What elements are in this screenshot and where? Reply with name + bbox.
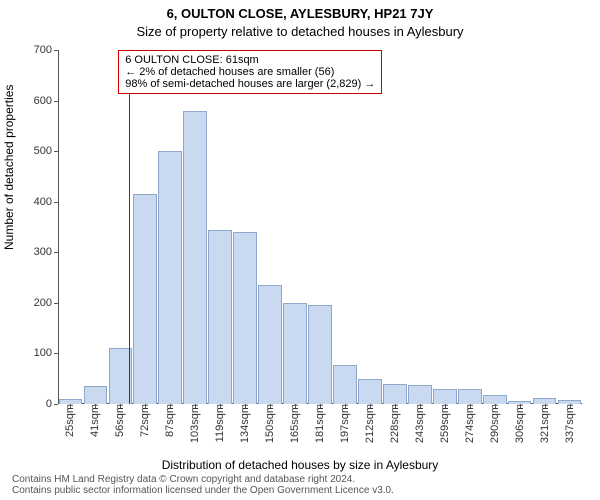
- x-tick-mark: [320, 404, 321, 408]
- caption-line: Contains HM Land Registry data © Crown c…: [12, 474, 588, 485]
- x-tick-label: 274sqm: [464, 404, 476, 443]
- chart-title-main: 6, OULTON CLOSE, AYLESBURY, HP21 7JY: [0, 6, 600, 21]
- x-tick-mark: [470, 404, 471, 408]
- x-tick-mark: [270, 404, 271, 408]
- y-tick-mark: [54, 353, 58, 354]
- x-tick-mark: [545, 404, 546, 408]
- x-tick-mark: [520, 404, 521, 408]
- histogram-bar: [133, 194, 157, 404]
- caption-line: Contains public sector information licen…: [12, 485, 588, 496]
- y-tick-label: 300: [12, 246, 58, 258]
- x-tick-mark: [570, 404, 571, 408]
- x-tick-mark: [220, 404, 221, 408]
- histogram-bar: [483, 395, 507, 404]
- x-tick-mark: [295, 404, 296, 408]
- x-tick-label: 56sqm: [114, 404, 126, 437]
- x-tick-mark: [345, 404, 346, 408]
- x-tick-mark: [420, 404, 421, 408]
- x-tick-label: 119sqm: [214, 404, 226, 442]
- plot-area: 010020030040050060070025sqm41sqm56sqm72s…: [58, 50, 582, 404]
- x-tick-label: 228sqm: [389, 404, 401, 443]
- y-tick-label: 200: [12, 297, 58, 309]
- x-tick-mark: [145, 404, 146, 408]
- annotation-line: 98% of semi-detached houses are larger (…: [125, 78, 375, 90]
- histogram-bar: [158, 151, 182, 404]
- y-tick-mark: [54, 202, 58, 203]
- x-tick-label: 259sqm: [439, 404, 451, 443]
- x-tick-mark: [70, 404, 71, 408]
- annotation-box: 6 OULTON CLOSE: 61sqm← 2% of detached ho…: [118, 50, 382, 94]
- x-axis-label: Distribution of detached houses by size …: [0, 458, 600, 472]
- histogram-bar: [358, 379, 382, 404]
- property-marker-line: [129, 50, 130, 404]
- y-tick-label: 600: [12, 95, 58, 107]
- x-tick-label: 243sqm: [414, 404, 426, 443]
- x-tick-label: 72sqm: [139, 404, 151, 437]
- x-tick-mark: [445, 404, 446, 408]
- x-tick-mark: [395, 404, 396, 408]
- histogram-bar: [84, 386, 108, 404]
- chart-root: 6, OULTON CLOSE, AYLESBURY, HP21 7JY Siz…: [0, 0, 600, 500]
- x-tick-mark: [120, 404, 121, 408]
- y-tick-label: 700: [12, 44, 58, 56]
- x-tick-label: 181sqm: [314, 404, 326, 443]
- y-axis-line: [58, 50, 59, 404]
- histogram-bar: [333, 365, 357, 404]
- y-tick-mark: [54, 151, 58, 152]
- y-axis-label: Number of detached properties: [2, 85, 16, 250]
- histogram-bar: [433, 389, 457, 404]
- y-tick-mark: [54, 303, 58, 304]
- x-tick-mark: [170, 404, 171, 408]
- x-tick-label: 150sqm: [264, 404, 276, 443]
- y-tick-mark: [54, 404, 58, 405]
- histogram-bar: [258, 285, 282, 404]
- x-tick-label: 212sqm: [364, 404, 376, 443]
- histogram-bar: [383, 384, 407, 404]
- x-tick-label: 134sqm: [239, 404, 251, 443]
- x-tick-label: 41sqm: [89, 404, 101, 437]
- annotation-line: 6 OULTON CLOSE: 61sqm: [125, 54, 375, 66]
- histogram-bar: [308, 305, 332, 404]
- x-tick-mark: [245, 404, 246, 408]
- x-tick-mark: [495, 404, 496, 408]
- x-tick-mark: [95, 404, 96, 408]
- x-tick-label: 306sqm: [514, 404, 526, 443]
- y-tick-mark: [54, 50, 58, 51]
- x-tick-mark: [370, 404, 371, 408]
- x-tick-label: 197sqm: [339, 404, 351, 443]
- x-tick-label: 337sqm: [564, 404, 576, 443]
- chart-title-sub: Size of property relative to detached ho…: [0, 24, 600, 39]
- histogram-bar: [183, 111, 207, 404]
- y-tick-mark: [54, 252, 58, 253]
- histogram-bar: [458, 389, 482, 404]
- y-tick-label: 400: [12, 196, 58, 208]
- y-tick-label: 100: [12, 347, 58, 359]
- x-tick-label: 25sqm: [64, 404, 76, 437]
- x-tick-label: 321sqm: [539, 404, 551, 443]
- annotation-line: ← 2% of detached houses are smaller (56): [125, 66, 375, 78]
- histogram-bar: [208, 230, 232, 404]
- x-tick-mark: [195, 404, 196, 408]
- histogram-bar: [408, 385, 432, 404]
- x-tick-label: 165sqm: [289, 404, 301, 443]
- y-tick-mark: [54, 101, 58, 102]
- y-tick-label: 0: [12, 398, 58, 410]
- x-tick-label: 290sqm: [489, 404, 501, 443]
- x-tick-label: 87sqm: [164, 404, 176, 437]
- histogram-bar: [233, 232, 257, 404]
- histogram-bar: [283, 303, 307, 404]
- y-tick-label: 500: [12, 145, 58, 157]
- attribution-caption: Contains HM Land Registry data © Crown c…: [12, 474, 588, 496]
- x-tick-label: 103sqm: [189, 404, 201, 443]
